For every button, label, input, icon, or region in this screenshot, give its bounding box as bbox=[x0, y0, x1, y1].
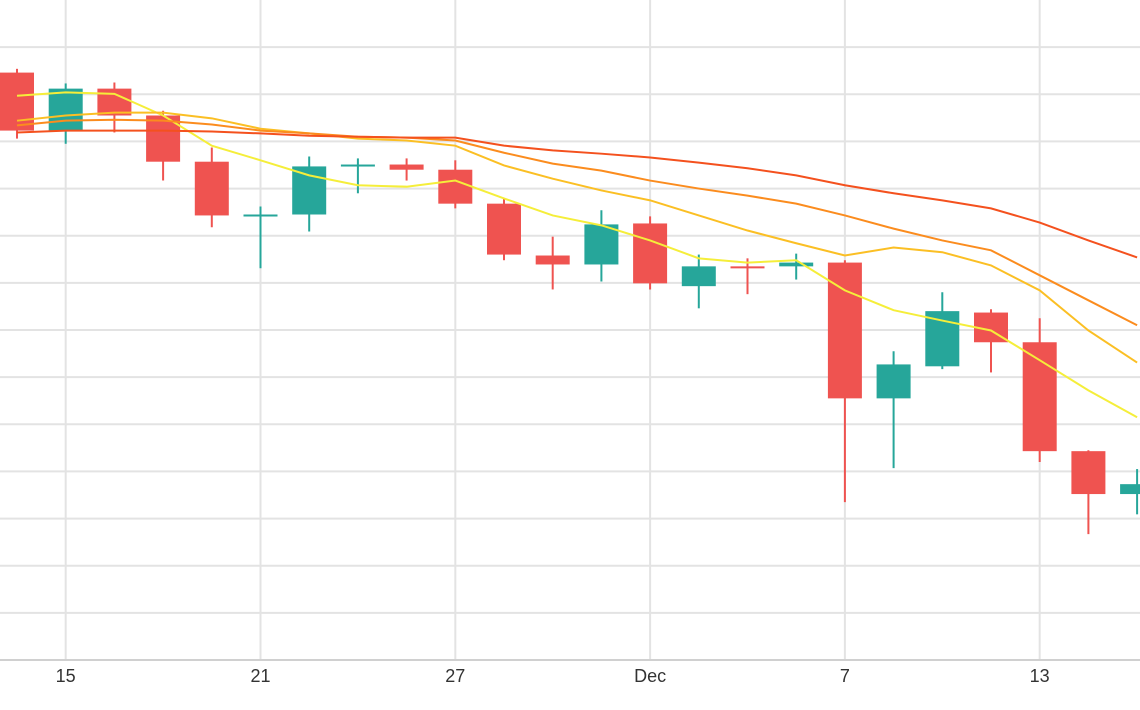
candle-body bbox=[1022, 342, 1057, 452]
candle-body bbox=[1120, 484, 1140, 495]
candle-body bbox=[243, 214, 278, 217]
candle-body bbox=[535, 255, 570, 265]
x-tick-label: 27 bbox=[445, 666, 465, 686]
x-tick-label: Dec bbox=[634, 666, 666, 686]
moving-average-line bbox=[16, 91, 1138, 419]
candle-body bbox=[292, 166, 327, 215]
candle-body bbox=[194, 161, 229, 216]
candle-body bbox=[584, 224, 619, 265]
candle-body bbox=[389, 164, 424, 170]
candle-body bbox=[1071, 451, 1106, 495]
candle-body bbox=[438, 169, 473, 204]
moving-average-line bbox=[16, 111, 1138, 364]
candle-body bbox=[340, 164, 375, 167]
moving-average-line bbox=[16, 118, 1138, 327]
x-tick-label: 15 bbox=[56, 666, 76, 686]
candle-body bbox=[633, 223, 668, 284]
x-tick-label: 7 bbox=[840, 666, 850, 686]
x-tick-label: 13 bbox=[1030, 666, 1050, 686]
candle-body bbox=[0, 72, 34, 131]
candle-body bbox=[827, 262, 862, 399]
candle-body bbox=[48, 88, 83, 131]
candle-body bbox=[487, 203, 521, 255]
candle-body bbox=[779, 262, 814, 267]
x-tick-label: 21 bbox=[250, 666, 270, 686]
candle-body bbox=[730, 266, 765, 269]
candle-body bbox=[925, 311, 960, 367]
candle-body bbox=[681, 266, 716, 287]
candle-body bbox=[876, 364, 911, 399]
moving-average-line bbox=[16, 129, 1138, 259]
